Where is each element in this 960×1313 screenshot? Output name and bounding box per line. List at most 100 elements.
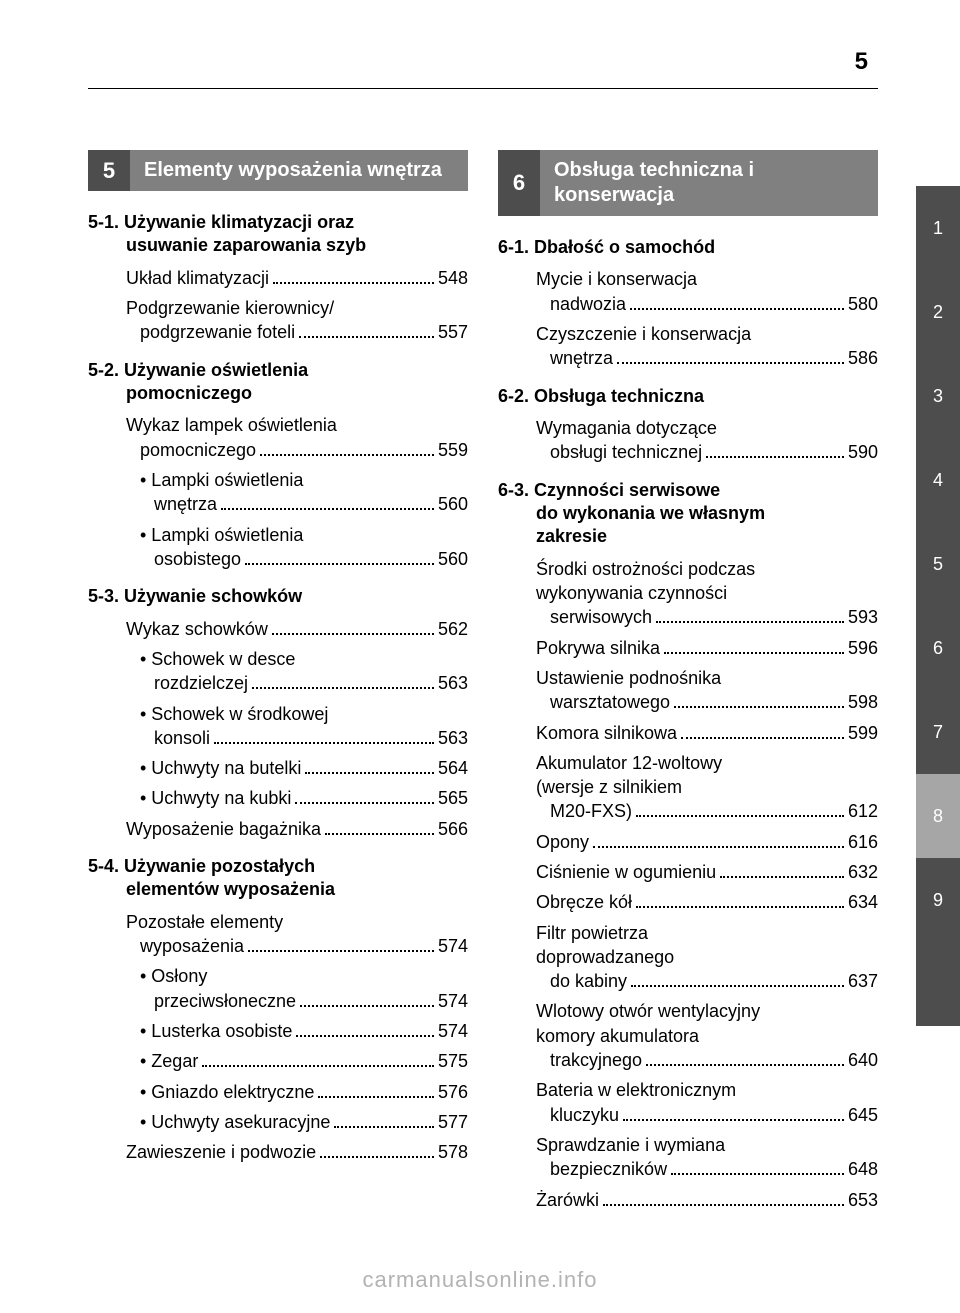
toc-line: warsztatowego598 — [536, 690, 878, 714]
toc-line: • Lusterka osobiste574 — [140, 1019, 468, 1043]
toc-text: Zawieszenie i podwozie — [126, 1140, 316, 1164]
section-number: 6-3. — [498, 480, 534, 500]
side-tab-9[interactable]: 9 — [916, 858, 960, 942]
toc-entry[interactable]: Opony616 — [536, 830, 878, 854]
toc-dots — [334, 1112, 434, 1128]
toc-entry[interactable]: Bateria w elektronicznymkluczyku645 — [536, 1078, 878, 1127]
toc-dots — [681, 722, 844, 738]
toc-text-cont: • Lampki oświetlenia — [140, 523, 468, 547]
toc-entry[interactable]: Wykaz lampek oświetleniapomocniczego559 — [126, 413, 468, 462]
toc-text-cont: Filtr powietrza — [536, 921, 878, 945]
side-tab-6[interactable]: 6 — [916, 606, 960, 690]
side-tab-8[interactable]: 8 — [916, 774, 960, 858]
toc-text: • Uchwyty na butelki — [140, 756, 301, 780]
toc-dots — [656, 607, 844, 623]
toc-page: 616 — [848, 830, 878, 854]
toc-page: 575 — [438, 1049, 468, 1073]
toc-text: Żarówki — [536, 1188, 599, 1212]
toc-text-cont: Bateria w elektronicznym — [536, 1078, 878, 1102]
toc-page: 640 — [848, 1048, 878, 1072]
toc-text-cont: • Schowek w środkowej — [140, 702, 468, 726]
toc-line: nadwozia580 — [536, 292, 878, 316]
toc-entry[interactable]: • Lampki oświetleniawnętrza560 — [140, 468, 468, 517]
toc-entry[interactable]: Wyposażenie bagażnika566 — [126, 817, 468, 841]
section-heading: 5-4. Używanie pozostałychelementów wypos… — [88, 855, 468, 902]
toc-entry[interactable]: Podgrzewanie kierownicy/podgrzewanie fot… — [126, 296, 468, 345]
side-tab-2[interactable]: 2 — [916, 270, 960, 354]
toc-line: Żarówki653 — [536, 1188, 878, 1212]
toc-text: Pokrywa silnika — [536, 636, 660, 660]
side-tab-5[interactable]: 5 — [916, 522, 960, 606]
toc-page: 596 — [848, 636, 878, 660]
toc-line: obsługi technicznej590 — [536, 440, 878, 464]
toc-page: 566 — [438, 817, 468, 841]
toc-entry[interactable]: • Schowek w środkowejkonsoli563 — [140, 702, 468, 751]
toc-line: podgrzewanie foteli557 — [126, 320, 468, 344]
toc-entry[interactable]: Komora silnikowa599 — [536, 721, 878, 745]
section-heading: 6-2. Obsługa techniczna — [498, 385, 878, 408]
toc-entry[interactable]: Zawieszenie i podwozie578 — [126, 1140, 468, 1164]
toc-entry[interactable]: Wykaz schowków562 — [126, 617, 468, 641]
toc-dots — [260, 440, 434, 456]
toc-entry[interactable]: Mycie i konserwacjanadwozia580 — [536, 267, 878, 316]
toc-page: 574 — [438, 934, 468, 958]
section-title: Dbałość o samochód — [534, 237, 715, 257]
toc-line: bezpieczników648 — [536, 1157, 878, 1181]
section-title: Używanie pozostałych — [124, 856, 315, 876]
toc-entry[interactable]: • Uchwyty na kubki565 — [140, 786, 468, 810]
toc-entry[interactable]: Wlotowy otwór wentylacyjnykomory akumula… — [536, 999, 878, 1072]
toc-entry[interactable]: Układ klimatyzacji548 — [126, 266, 468, 290]
section-heading: 5-1. Używanie klimatyzacji orazusuwanie … — [88, 211, 468, 258]
toc-entry[interactable]: • Zegar575 — [140, 1049, 468, 1073]
toc-entry[interactable]: Żarówki653 — [536, 1188, 878, 1212]
section-heading: 6-3. Czynności serwisowedo wykonania we … — [498, 479, 878, 549]
toc-text-cont: Podgrzewanie kierownicy/ — [126, 296, 468, 320]
toc-entry[interactable]: Sprawdzanie i wymianabezpieczników648 — [536, 1133, 878, 1182]
toc-entry[interactable]: • Lampki oświetleniaosobistego560 — [140, 523, 468, 572]
section-number: 6-1. — [498, 237, 534, 257]
toc-entry[interactable]: Obręcze kół634 — [536, 890, 878, 914]
toc-entry[interactable]: Ustawienie podnośnikawarsztatowego598 — [536, 666, 878, 715]
toc-text: osobistego — [140, 547, 241, 571]
toc-entry[interactable]: Wymagania dotycząceobsługi technicznej59… — [536, 416, 878, 465]
toc-page: 562 — [438, 617, 468, 641]
toc-entry[interactable]: • Lusterka osobiste574 — [140, 1019, 468, 1043]
content-columns: 5Elementy wyposażenia wnętrza5-1. Używan… — [88, 150, 878, 1218]
toc-entry[interactable]: Akumulator 12-woltowy(wersje z silnikiem… — [536, 751, 878, 824]
toc-entry[interactable]: • Gniazdo elektryczne576 — [140, 1080, 468, 1104]
toc-entry[interactable]: Czyszczenie i konserwacjawnętrza586 — [536, 322, 878, 371]
section-heading: 5-3. Używanie schowków — [88, 585, 468, 608]
side-tab-1[interactable]: 1 — [916, 186, 960, 270]
section-title: Używanie schowków — [124, 586, 302, 606]
toc-entry[interactable]: Pokrywa silnika 596 — [536, 636, 878, 660]
toc-dots — [295, 788, 434, 804]
toc-page: 645 — [848, 1103, 878, 1127]
side-tab-3[interactable]: 3 — [916, 354, 960, 438]
toc-entry[interactable]: Filtr powietrzadoprowadzanegodo kabiny63… — [536, 921, 878, 994]
toc-line: Komora silnikowa599 — [536, 721, 878, 745]
toc-dots — [664, 637, 844, 653]
toc-line: serwisowych593 — [536, 605, 878, 629]
toc-text: warsztatowego — [536, 690, 670, 714]
toc-entry[interactable]: • Uchwyty asekuracyjne577 — [140, 1110, 468, 1134]
section-title: Używanie oświetlenia — [124, 360, 308, 380]
toc-entry[interactable]: Pozostałe elementywyposażenia574 — [126, 910, 468, 959]
toc-text-cont: Akumulator 12-woltowy — [536, 751, 878, 775]
section-number: 5-4. — [88, 856, 124, 876]
side-tab-7[interactable]: 7 — [916, 690, 960, 774]
toc-text: podgrzewanie foteli — [126, 320, 295, 344]
side-tab-4[interactable]: 4 — [916, 438, 960, 522]
left-column: 5Elementy wyposażenia wnętrza5-1. Używan… — [88, 150, 468, 1218]
toc-dots — [305, 758, 434, 774]
toc-page: 559 — [438, 438, 468, 462]
toc-line: do kabiny637 — [536, 969, 878, 993]
toc-entry[interactable]: Środki ostrożności podczaswykonywania cz… — [536, 557, 878, 630]
toc-dots — [630, 294, 844, 310]
toc-entry[interactable]: • Uchwyty na butelki564 — [140, 756, 468, 780]
toc-entry[interactable]: Ciśnienie w ogumieniu632 — [536, 860, 878, 884]
toc-entry[interactable]: • Osłonyprzeciwsłoneczne574 — [140, 964, 468, 1013]
toc-entry[interactable]: • Schowek w descerozdzielczej563 — [140, 647, 468, 696]
toc-text: Obręcze kół — [536, 890, 632, 914]
toc-dots — [636, 801, 844, 817]
toc-line: Zawieszenie i podwozie578 — [126, 1140, 468, 1164]
